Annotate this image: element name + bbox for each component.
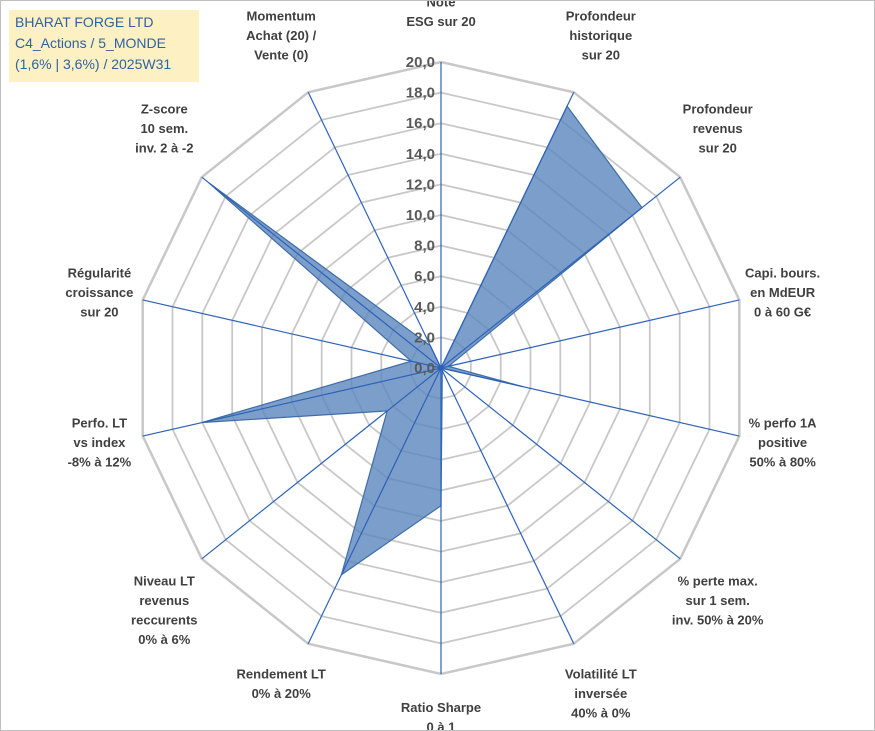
tick-label-10: 20,0: [406, 54, 435, 71]
title-line-company: BHARAT FORGE LTD: [15, 14, 154, 30]
axis-spoke-3: [440, 299, 740, 369]
category-label-2-line-1: revenus: [693, 121, 743, 136]
category-label-1-line-1: historique: [569, 28, 632, 43]
category-label-1-line-0: Profondeur: [566, 8, 636, 23]
category-label-13-line-0: Momentum: [247, 8, 316, 23]
category-label-11-line-2: sur 20: [80, 305, 118, 320]
axis-spoke-9: [201, 367, 442, 560]
axis-spoke-8: [307, 367, 442, 644]
category-label-2-line-0: Profondeur: [683, 102, 753, 117]
category-label-5-line-1: sur 1 sem.: [686, 593, 750, 608]
category-label-8-line-0: Rendement LT: [237, 667, 326, 682]
axis-spoke-11: [142, 299, 442, 369]
category-label-10-line-1: vs index: [73, 435, 126, 450]
category-label-4-line-0: % perfo 1A: [749, 415, 818, 430]
axis-spoke-5: [440, 367, 681, 560]
category-label-13-line-2: Vente (0): [254, 47, 308, 62]
category-label-3-line-0: Capi. bours.: [745, 266, 820, 281]
category-label-9-line-0: Niveau LT: [134, 574, 195, 589]
axis-spoke-12: [201, 176, 442, 369]
category-label-1-line-2: sur 20: [582, 47, 620, 62]
category-label-6-line-0: Volatilité LT: [565, 667, 637, 682]
category-label-0-line-1: ESG sur 20: [406, 14, 475, 29]
axis-spoke-4: [440, 367, 740, 437]
category-label-5-line-0: % perte max.: [678, 574, 758, 589]
category-label-5-line-2: inv. 50% à 20%: [672, 613, 764, 628]
category-label-9-line-3: 0% à 6%: [138, 632, 190, 647]
tick-label-6: 12,0: [406, 176, 435, 193]
tick-label-0: 0,0: [414, 360, 435, 377]
radar-axes: [142, 62, 740, 674]
category-label-3-line-1: en MdEUR: [750, 285, 816, 300]
category-label-12-line-0: Z-score: [141, 102, 188, 117]
tick-label-7: 14,0: [406, 146, 435, 163]
category-label-7-line-1: 0 à 1: [427, 720, 456, 731]
category-label-0-line-0: Note: [427, 1, 456, 10]
category-label-11-line-1: croissance: [65, 285, 133, 300]
axis-spoke-13: [307, 92, 442, 369]
tick-label-5: 10,0: [406, 207, 435, 224]
chart-title-box: BHARAT FORGE LTD C4_Actions / 5_MONDE (1…: [9, 10, 199, 82]
category-label-12-line-2: inv. 2 à -2: [135, 141, 193, 156]
axis-spoke-10: [142, 367, 442, 437]
category-label-4-line-2: 50% à 80%: [749, 454, 816, 469]
axis-spoke-1: [440, 92, 575, 369]
axis-spoke-6: [440, 367, 575, 644]
tick-label-9: 18,0: [406, 85, 435, 102]
category-label-6-line-1: inversée: [574, 686, 627, 701]
tick-label-1: 2,0: [414, 329, 435, 346]
tick-label-4: 8,0: [414, 238, 435, 255]
category-label-7-line-0: Ratio Sharpe: [401, 700, 481, 715]
category-label-3-line-2: 0 à 60 G€: [754, 305, 811, 320]
tick-label-8: 16,0: [406, 115, 435, 132]
category-label-11-line-0: Régularité: [68, 266, 132, 281]
category-label-13-line-1: Achat (20) /: [246, 28, 316, 43]
category-label-12-line-1: 10 sem.: [140, 121, 188, 136]
tick-label-3: 6,0: [414, 268, 435, 285]
category-label-8-line-1: 0% à 20%: [252, 686, 312, 701]
tick-label-2: 4,0: [414, 299, 435, 316]
category-label-6-line-2: 40% à 0%: [571, 706, 631, 721]
category-label-10-line-2: -8% à 12%: [68, 454, 132, 469]
category-label-9-line-2: reccurents: [131, 613, 197, 628]
title-line-period: (1,6% | 3,6%) / 2025W31: [15, 56, 172, 72]
title-line-category: C4_Actions / 5_MONDE: [15, 35, 166, 51]
category-label-4-line-1: positive: [758, 435, 807, 450]
axis-spoke-2: [440, 176, 681, 369]
category-label-10-line-0: Perfo. LT: [72, 415, 127, 430]
category-label-2-line-2: sur 20: [699, 141, 737, 156]
category-label-9-line-1: revenus: [139, 593, 189, 608]
radar-category-labels: Note ESG sur 20 Profondeur historique sur 20…: [65, 1, 820, 730]
radar-tick-labels: 0,0 2,0 4,0 6,0 8,0 10,0 12,0 14,0 16,0 18,0 20,0: [406, 54, 435, 377]
